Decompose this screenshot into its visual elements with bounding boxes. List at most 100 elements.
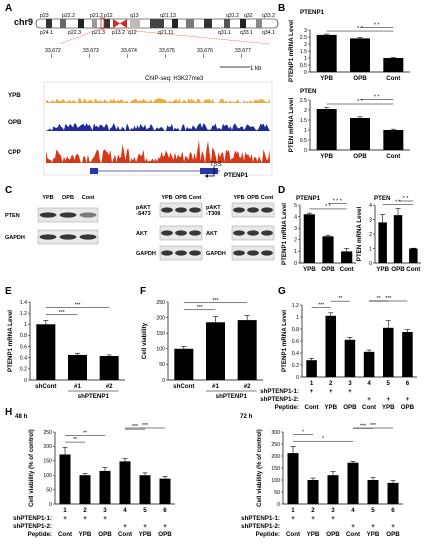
sig-stars: *** [132,424,138,430]
blot-band [79,212,97,218]
y-tick-label: 3 [304,28,307,34]
gene-label: PTENP1 [224,172,249,179]
chart-e: 0 0.2 0.4 0.6 0.8 1 1.2 1.4 PTENP1 mRNA Level shC… [7,300,125,400]
y-axis-label: PTENP1 mRNA Level [281,203,288,265]
x-tick-label: #2 [106,383,113,390]
blot-band [175,250,187,256]
band-label: q33.2 [262,13,275,19]
condition-value: + [406,396,410,403]
x-tick-label: OPB [353,75,367,82]
x-tick-label: OPB [321,266,335,273]
band-label: p22.2 [62,13,75,19]
bar [383,130,404,150]
sig-stars: * [302,430,304,436]
sig-stars: *** [370,423,376,429]
band-label: p13.2 [112,30,125,36]
bar [206,322,225,380]
blot-row-label: pAKT [206,205,221,211]
ideogram-band [224,19,230,28]
condition-value: YPB [79,531,92,538]
locus-marker [100,17,105,30]
bar [363,351,375,377]
y-tick-label: 0 [294,261,297,267]
y-tick-label: 50 [46,487,52,493]
y-tick-label: 50 [159,362,165,368]
centromere [113,19,120,28]
band-label: p24.1 [40,30,53,36]
condition-row-label: shPTENP1-1: [260,388,299,395]
condition-value: + [311,515,315,522]
sig-stars: ** [83,431,87,437]
blot-row-label: AKT [206,231,218,237]
band-label: q21.11 [158,30,174,36]
lane-label: OPB [62,195,74,201]
blot-band [161,230,173,236]
y-tick-label: 1.5 [300,49,307,55]
x-tick-label: 4 [351,507,355,514]
condition-value: YPB [139,531,152,538]
condition-value: + [123,523,127,530]
condition-row-label: shPTENP1-1: [241,515,280,522]
x-tick-label: #1 [74,383,81,390]
y-tick-label: 200 [271,454,280,460]
y-tick-label: 50 [274,490,280,496]
y-tick-label: 150 [156,331,165,337]
x-tick-label: YPB [303,266,316,273]
y-tick-label: 0 [277,502,280,508]
y-tick-label: 2 [304,108,307,114]
condition-value: + [103,515,107,522]
y-axis-label: PTEN mRNA Level [356,207,363,262]
band-label: p21.3 [92,30,105,36]
x-tick-label: 6 [406,380,410,387]
y-axis-label: PTEN mRNA Level [288,98,295,153]
bar [99,356,119,380]
panel-label-d: D [278,185,285,196]
y-tick-label: 100 [271,478,280,484]
y-tick-label: 1.2 [292,303,299,309]
y-tick-label: 1 [294,249,297,255]
track-opb [46,123,270,131]
x-tick-label: 3 [331,507,335,514]
condition-value: + [386,396,390,403]
bar [139,475,151,504]
coordinate-tick: I [51,54,52,60]
y-tick-label: 200 [156,315,165,321]
y-tick-label: 1 [304,128,307,134]
band-label: p22.3 [68,30,81,36]
y-tick-label: 0.2 [20,367,27,373]
blot-row-label: -T308 [206,211,220,217]
condition-row-label: shPTENP1-1: [13,515,52,522]
x-tick-label: 2 [329,380,333,387]
condition-value: Cont [305,404,319,411]
blot-band [233,230,245,236]
condition-value: OPB [326,531,340,538]
panel-a: chr9 p23 p22.2 p21.2 p12 q13 q21.13 q31.2 q32 q3… [8,13,279,179]
group-label: shPTENP1 [216,393,248,400]
x-tick-label: 2 [311,507,315,514]
y-tick-label: 0.5 [300,138,307,144]
sig-stars: *** [385,296,391,302]
condition-value: Cont [286,531,300,538]
condition-value: + [351,523,355,530]
sig-stars: *** [212,298,218,304]
zoom-line [103,27,271,45]
blot-band [247,207,259,213]
band-label: q21.13 [160,13,176,19]
lane-label: Cont [189,195,202,201]
bar [378,222,387,263]
condition-value: + [291,515,295,522]
y-axis-label: PTENP1 mRNA Level [7,310,14,372]
blot-band [175,230,187,236]
bar [59,454,71,504]
y-tick-label: 250 [156,300,165,306]
coordinate-tick: I [165,54,166,60]
bar [325,315,337,377]
y-tick-label: 0.8 [292,327,299,333]
y-tick-label: 0.8 [20,333,27,339]
x-tick-label: #2 [244,383,251,390]
ideogram-band [92,19,97,28]
bar [36,324,56,380]
blot-band [233,250,245,256]
condition-value: YPB [307,531,320,538]
bar [382,327,394,377]
